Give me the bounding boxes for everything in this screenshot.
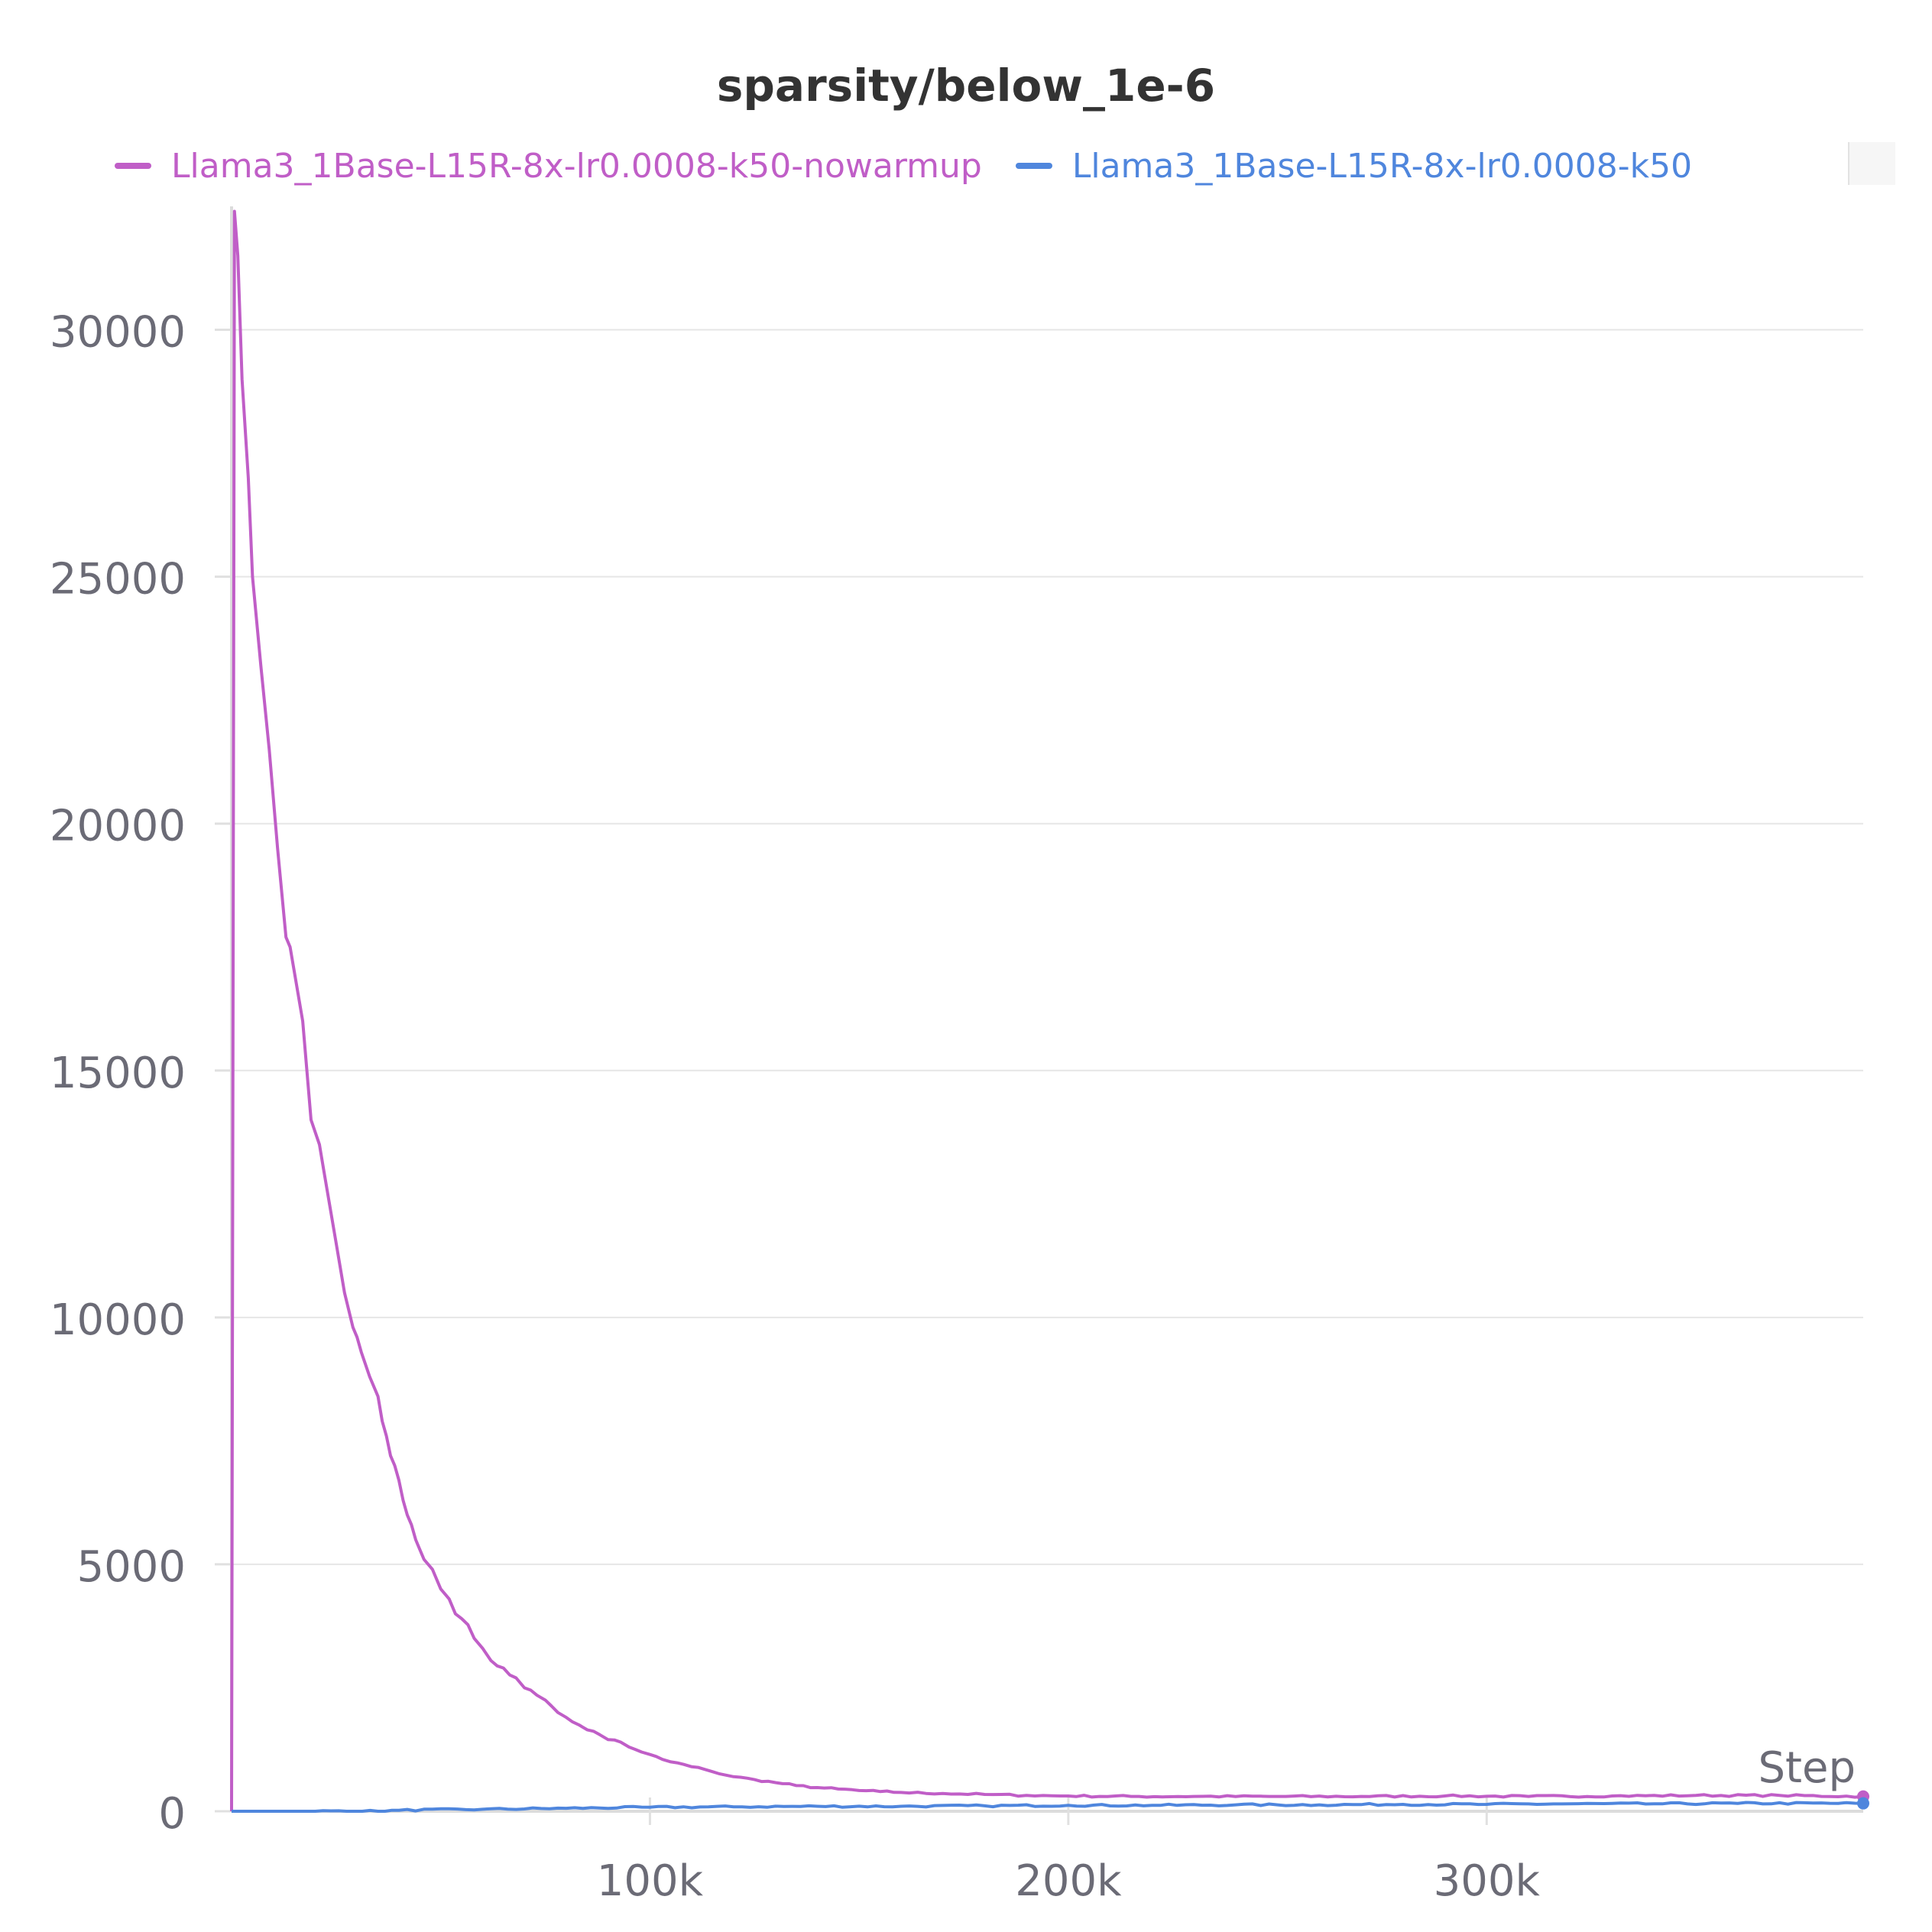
x-tick-label: 200k xyxy=(1015,1856,1122,1906)
legend-item-k50[interactable]: Llama3_1Base-L15R-8x-lr0.0008-k50 xyxy=(1015,146,1693,186)
chart-legend: Llama3_1Base-L15R-8x-lr0.0008-k50-nowarm… xyxy=(115,139,1726,193)
x-axis-title: Step xyxy=(1758,1743,1856,1793)
y-tick-label: 30000 xyxy=(50,308,186,358)
y-tick-label: 15000 xyxy=(50,1049,186,1098)
series-end-marker-1 xyxy=(1857,1797,1869,1810)
series-line-0 xyxy=(230,209,1864,1812)
y-tick-label: 25000 xyxy=(50,555,186,605)
y-tick-label: 20000 xyxy=(50,802,186,851)
x-tick-label: 100k xyxy=(597,1856,704,1906)
legend-label-k50: Llama3_1Base-L15R-8x-lr0.0008-k50 xyxy=(1071,146,1693,186)
legend-item-nowarmup[interactable]: Llama3_1Base-L15R-8x-lr0.0008-k50-nowarm… xyxy=(115,147,982,186)
legend-label-nowarmup: Llama3_1Base-L15R-8x-lr0.0008-k50-nowarm… xyxy=(171,146,982,186)
legend-scroll-area[interactable] xyxy=(1848,142,1895,185)
y-tick-label: 5000 xyxy=(76,1542,186,1592)
legend-swatch-nowarmup xyxy=(115,163,151,169)
series-line-1 xyxy=(232,1801,1864,1813)
chart-title: sparsity/below_1e-6 xyxy=(716,60,1216,112)
x-tick-label: 300k xyxy=(1434,1856,1541,1906)
legend-swatch-k50 xyxy=(1015,163,1052,169)
y-tick-label: 0 xyxy=(158,1789,186,1839)
y-tick-label: 10000 xyxy=(50,1295,186,1345)
